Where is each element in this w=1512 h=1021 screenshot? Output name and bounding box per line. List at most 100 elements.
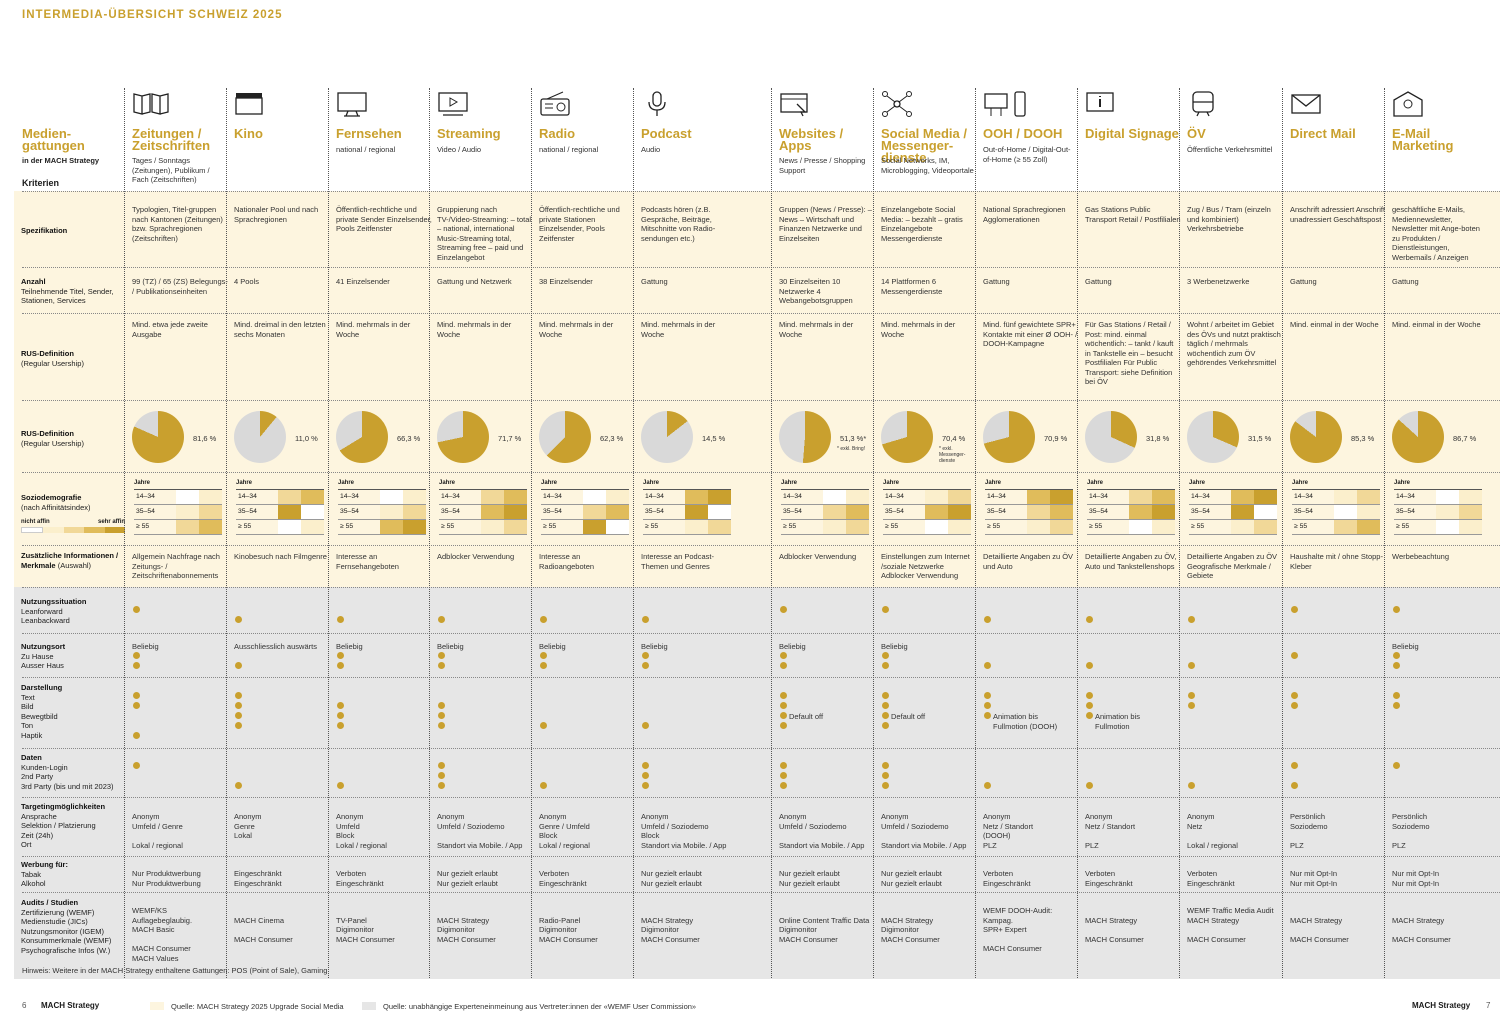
cell-spezifikation: geschäftliche E-Mails, Mediennewsletter,… <box>1392 205 1480 262</box>
indicator-dot <box>1086 782 1093 789</box>
cell-nutzungsort: Beliebig <box>132 642 159 651</box>
cell-anzahl: 41 Einzelsender <box>336 277 390 286</box>
browser-icon <box>780 93 808 117</box>
indicator-dot <box>438 652 445 659</box>
indicator-dot <box>882 606 889 613</box>
age-header: Jahre <box>541 480 558 486</box>
rus-pie <box>1187 411 1239 463</box>
media-title: OOH / DOOH <box>983 126 1063 141</box>
indicator-dot <box>438 772 445 779</box>
sozio-row: 35–54 <box>985 505 1073 520</box>
indicator-dot <box>1393 692 1400 699</box>
media-title: Fernsehen <box>336 126 402 141</box>
sozio-header: Jahre <box>541 480 629 490</box>
cell-rus-definition: Für Gas Stations / Retail / Post: mind. … <box>1085 320 1174 386</box>
rus-pie <box>336 411 388 463</box>
cell-nutzungsort: Beliebig <box>336 642 363 651</box>
sozio-row: 14–34 <box>338 490 426 505</box>
media-title: Radio <box>539 126 576 141</box>
sozio-row: 35–54 <box>1189 505 1277 520</box>
column-separator <box>328 88 329 978</box>
affinity-cell <box>1027 505 1073 519</box>
age-label: 35–54 <box>645 508 664 515</box>
media-sub: national / regional <box>336 145 396 154</box>
sozio-row: ≥ 55 <box>1394 520 1482 535</box>
sozio-table: Jahre 14–34 35–54 ≥ 55 <box>439 480 527 535</box>
age-label: 35–54 <box>1396 508 1415 515</box>
sozio-table: Jahre 14–34 35–54 ≥ 55 <box>985 480 1073 535</box>
age-label: 35–54 <box>136 508 155 515</box>
column-separator <box>124 88 125 978</box>
cell-audits: MACH Strategy Digimonitor MACH Consumer <box>437 915 496 944</box>
legend-swatch-grey <box>362 1002 376 1010</box>
indicator-dot <box>337 782 344 789</box>
page-number-right: 7 <box>1486 1001 1491 1010</box>
age-label: ≥ 55 <box>1089 523 1103 530</box>
age-label: 35–54 <box>783 508 802 515</box>
column-separator <box>633 88 634 978</box>
age-header: Jahre <box>1394 480 1411 486</box>
age-label: ≥ 55 <box>987 523 1001 530</box>
cell-spezifikation: Gas Stations Public Transport Retail / P… <box>1085 205 1181 224</box>
cell-rus-definition: Mind. dreimal in den letzten sechs Monat… <box>234 320 326 339</box>
rus-percentage: 51,3 %* <box>840 434 867 443</box>
indicator-dot <box>235 712 242 719</box>
indicator-dot <box>882 662 889 669</box>
indicator-dot <box>438 702 445 709</box>
affinity-cell <box>823 505 869 519</box>
row-divider <box>22 191 1500 192</box>
sozio-row: 14–34 <box>883 490 971 505</box>
tv-icon <box>337 92 367 117</box>
cell-zusaetzlich: Interesse an Podcast-Themen und Genres <box>641 552 714 571</box>
age-header: Jahre <box>985 480 1002 486</box>
media-title: Streaming <box>437 126 501 141</box>
cell-targeting: Anonym Umfeld / Soziodemo Standort via M… <box>437 812 523 850</box>
rus-percentage: 31,5 % <box>1248 434 1272 443</box>
label-spezifikation: Spezifikation <box>21 226 68 235</box>
envelope-icon <box>1291 94 1321 114</box>
age-label: 14–34 <box>238 493 257 500</box>
sozio-row: 14–34 <box>643 490 731 505</box>
rus-percentage: 85,3 % <box>1351 434 1375 443</box>
clapperboard-icon <box>235 93 263 115</box>
indicator-dot <box>780 712 787 719</box>
cell-rus-definition: Wohnt / arbeitet im Gebiet des ÖVs und n… <box>1187 320 1281 367</box>
label-rus-2: RUS-Definition (Regular Usership) <box>21 429 84 448</box>
sozio-row: 35–54 <box>883 505 971 520</box>
cell-werbung: Verboten Eingeschränkt <box>1187 869 1235 888</box>
age-header: Jahre <box>439 480 456 486</box>
cell-spezifikation: Podcasts hören (z.B. Gespräche, Beiträge… <box>641 205 716 243</box>
source-band-expert <box>14 587 1500 979</box>
age-label: 14–34 <box>1294 493 1313 500</box>
cell-darstellung-note: Default off <box>789 712 824 721</box>
affinity-cell <box>1129 490 1175 504</box>
cell-nutzungsort: Beliebig <box>539 642 566 651</box>
affinity-cell <box>278 505 324 519</box>
footer-brand-right: MACH Strategy <box>1412 1001 1471 1010</box>
cell-zusaetzlich: Detaillierte Angaben zu ÖV, Auto und Tan… <box>1085 552 1177 571</box>
indicator-dot <box>540 722 547 729</box>
cell-anzahl: Gattung <box>1290 277 1317 286</box>
cell-targeting: Anonym Umfeld / Soziodemo Standort via M… <box>779 812 865 850</box>
indicator-dot <box>540 782 547 789</box>
microphone-icon <box>648 91 666 116</box>
cell-rus-definition: Mind. mehrmals in der Woche <box>336 320 411 339</box>
rus-pie <box>132 411 184 463</box>
column-separator <box>1384 88 1385 978</box>
cell-targeting: Persönlich Soziodemo PLZ <box>1392 812 1430 850</box>
cell-zusaetzlich: Kinobesuch nach Filmgenre <box>234 552 327 561</box>
sozio-row: 35–54 <box>236 505 324 520</box>
affinity-cell <box>1436 520 1482 534</box>
rus-percentage: 70,9 % <box>1044 434 1068 443</box>
sozio-header: Jahre <box>781 480 869 490</box>
indicator-dot <box>438 722 445 729</box>
affinity-cell <box>925 520 971 534</box>
age-label: 14–34 <box>441 493 460 500</box>
sozio-row: 35–54 <box>781 505 869 520</box>
column-separator <box>1077 88 1078 978</box>
rus-percentage: 14,5 % <box>702 434 726 443</box>
age-label: ≥ 55 <box>340 523 354 530</box>
sozio-row: ≥ 55 <box>1189 520 1277 535</box>
indicator-dot <box>438 712 445 719</box>
indicator-dot <box>1393 702 1400 709</box>
